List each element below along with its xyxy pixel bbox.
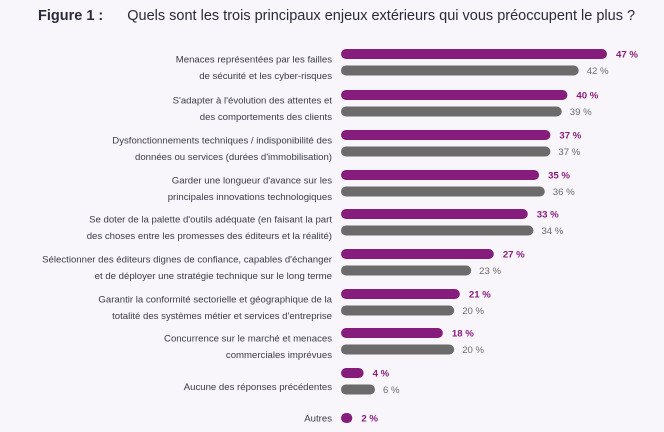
category-label: Garder une longueur d'avance sur les prin… [168,176,332,204]
bar-series-a [341,49,608,59]
value-label-series-a: 4 % [373,369,390,380]
value-label-series-a: 2 % [361,414,378,425]
bar-series-b [341,225,534,236]
bar-series-b [341,65,579,76]
value-label-series-b: 20 % [462,306,484,317]
category-label: Aucune des réponses précédentes [184,382,332,393]
bar-series-a [341,328,443,338]
category-label-line: Garder une longueur d'avance sur les [172,176,332,187]
category-label: Garantir la conformité sectorielle et gé… [98,295,332,323]
category-label-line: Garantir la conformité sectorielle et gé… [98,295,332,306]
bar-series-b [341,146,551,157]
value-label-series-a: 40 % [576,91,598,102]
chart-title: Figure 1 : Quels sont les trois principau… [38,8,635,24]
category-label-line: données ou services (durées d'immobilisa… [135,152,332,163]
value-label-series-b: 36 % [553,187,575,198]
value-label-series-a: 18 % [452,329,474,340]
category-label: S'adapter à l'évolution des attentes et d… [173,96,333,124]
category-label-line: des choses entre les promesses des édite… [87,231,332,242]
category-label: Sélectionner des éditeurs dignes de conf… [42,255,333,283]
bar-series-b [341,265,472,276]
category-label-line: S'adapter à l'évolution des attentes et [173,96,333,107]
value-label-series-b: 42 % [587,66,609,77]
figure-label: Figure 1 : [38,8,104,24]
value-label-series-a: 21 % [469,290,491,301]
bar-series-a [341,90,568,100]
value-label-series-b: 34 % [541,226,563,237]
bar-series-a [341,368,364,378]
bar-series-a [341,170,540,180]
category-label-line: commerciales imprévues [226,350,332,361]
category-label-line: totalité des systèmes métier et services… [112,311,332,322]
category-label-line: de sécurité et les cyber-risques [199,71,332,82]
bar-series-a [341,209,528,219]
category-label: Menaces représentées par les failles de s… [176,55,332,83]
category-label-line: Autres [304,414,332,425]
category-label-line: Menaces représentées par les failles [176,55,332,66]
value-label-series-a: 47 % [616,50,638,61]
value-label-series-a: 27 % [503,250,525,261]
bar-series-a [341,413,353,423]
category-label: Concurrence sur le marché et menaces comm… [164,334,332,362]
category-label: Se doter de la palette d'outils adéquate… [87,215,333,243]
category-label-line: des comportements des clients [200,112,332,123]
category-label-line: Concurrence sur le marché et menaces [164,334,332,345]
category-label-line: et de déployer une stratégie technique s… [95,271,332,282]
bar-series-b [341,106,562,117]
category-label-line: principales innovations technologiques [168,192,332,203]
bar-series-a [341,130,551,140]
bar-series-b [341,384,375,395]
category-label: Dysfonctionnements techniques / indispon… [112,136,332,164]
category-label: Autres [304,414,332,425]
value-label-series-b: 20 % [462,345,484,356]
value-label-series-b: 6 % [383,385,400,396]
bar-series-a [341,249,494,259]
category-label-line: Dysfonctionnements techniques / indispon… [112,136,332,147]
bar-series-b [341,186,545,197]
value-label-series-a: 33 % [537,210,559,221]
value-label-series-b: 39 % [570,107,592,118]
category-label-line: Sélectionner des éditeurs dignes de conf… [42,255,333,266]
bar-series-b [341,305,455,316]
category-label-line: Aucune des réponses précédentes [184,382,332,393]
bar-series-b [341,344,455,355]
value-label-series-b: 37 % [558,147,580,158]
category-label-line: Se doter de la palette d'outils adéquate… [89,215,332,226]
value-label-series-b: 23 % [479,266,501,277]
bar-series-a [341,289,460,299]
value-label-series-a: 35 % [548,171,570,182]
value-label-series-a: 37 % [559,131,581,142]
figure-question: Quels sont les trois principaux enjeux e… [127,8,636,24]
